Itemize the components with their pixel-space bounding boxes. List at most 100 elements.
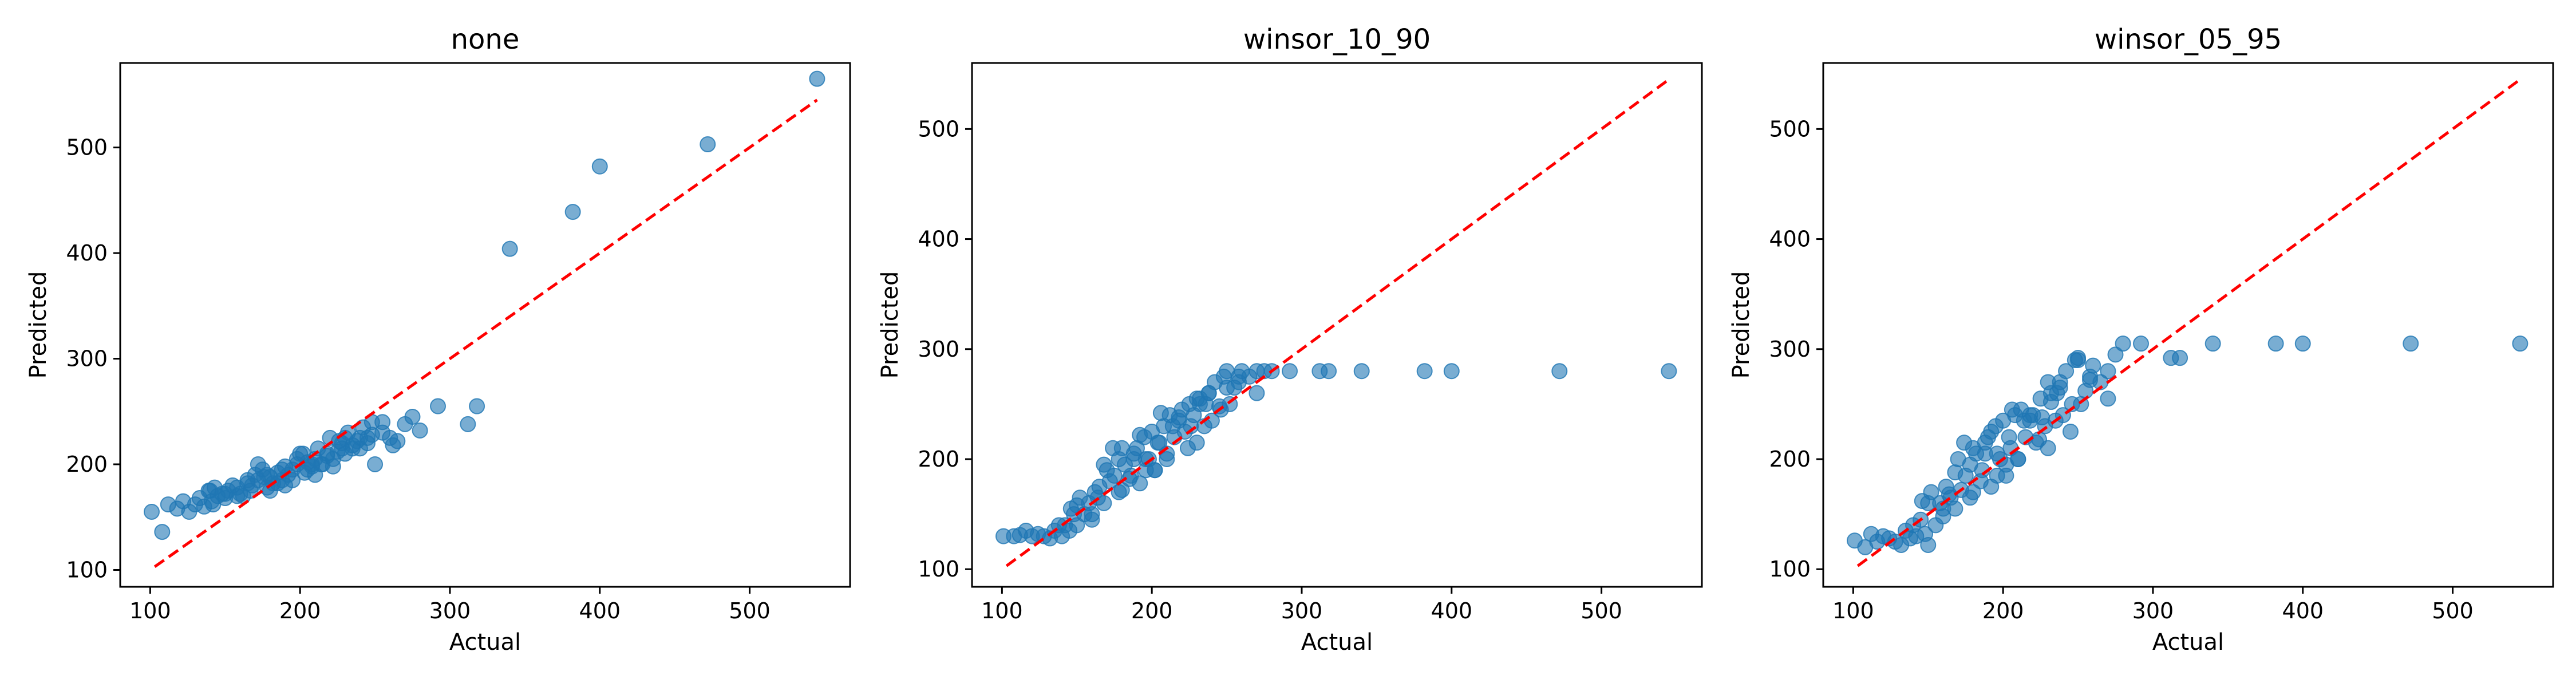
data-point xyxy=(469,398,485,414)
data-point xyxy=(1171,409,1187,425)
data-point xyxy=(1113,440,1130,456)
reference-line xyxy=(1005,78,1670,567)
data-point xyxy=(154,524,171,540)
data-point xyxy=(244,477,260,493)
data-point xyxy=(2062,423,2079,440)
data-point xyxy=(1106,467,1123,484)
reference-line xyxy=(153,98,818,568)
data-point xyxy=(460,416,476,432)
data-point xyxy=(2001,429,2017,445)
data-point xyxy=(2100,363,2116,380)
data-point xyxy=(256,469,272,485)
y-tick-label: 500 xyxy=(918,116,959,141)
x-tick-label: 200 xyxy=(1982,598,2024,623)
y-tick-label: 400 xyxy=(1769,227,1811,252)
x-axis-label: Actual xyxy=(2152,629,2224,656)
data-point xyxy=(1180,440,1196,456)
data-point xyxy=(2049,385,2065,401)
y-tick-label: 400 xyxy=(918,227,959,252)
y-tick-label: 300 xyxy=(1769,337,1811,362)
x-tick-label: 200 xyxy=(279,598,321,623)
y-tick-label: 100 xyxy=(66,557,108,582)
x-tick-label: 200 xyxy=(1131,598,1173,623)
data-point xyxy=(1249,363,1265,380)
y-axis-label: Predicted xyxy=(1728,271,1755,379)
data-point xyxy=(1069,517,1085,534)
y-axis-label: Predicted xyxy=(877,271,903,379)
data-point xyxy=(2085,357,2101,374)
data-point xyxy=(809,70,825,87)
data-point xyxy=(1111,484,1127,500)
data-point xyxy=(1661,363,1677,380)
data-point xyxy=(1084,506,1100,523)
data-point xyxy=(295,445,311,462)
data-point xyxy=(1962,489,1978,506)
data-point xyxy=(1152,405,1169,421)
data-point xyxy=(1231,368,1247,385)
data-point xyxy=(2403,335,2419,352)
data-point xyxy=(1321,363,1337,380)
data-point xyxy=(591,158,608,175)
data-point xyxy=(700,136,716,153)
plot-frame xyxy=(971,62,1703,588)
x-tick-label: 300 xyxy=(1281,598,1323,623)
data-point xyxy=(1416,363,1433,380)
data-point xyxy=(367,456,384,473)
x-axis-label: Actual xyxy=(1301,629,1373,656)
y-tick-label: 500 xyxy=(1769,116,1811,141)
data-point xyxy=(1282,363,1298,380)
data-point xyxy=(202,483,219,499)
data-point xyxy=(2004,401,2020,418)
y-tick-label: 400 xyxy=(66,240,108,266)
data-point xyxy=(2115,335,2131,352)
data-point xyxy=(2100,390,2116,407)
data-point xyxy=(2133,335,2150,352)
y-tick-label: 100 xyxy=(918,556,959,582)
y-tick-label: 200 xyxy=(1769,447,1811,472)
y-tick-label: 200 xyxy=(918,447,959,472)
scatter-panel: 100 200 300 400 500 100 200 300 400 500 none Actual… xyxy=(25,23,851,656)
data-point xyxy=(262,483,278,499)
x-tick-label: 500 xyxy=(1581,598,1622,623)
data-point xyxy=(2267,335,2284,352)
data-point xyxy=(430,398,447,414)
y-tick-label: 200 xyxy=(66,452,108,477)
data-point xyxy=(374,424,391,441)
data-point xyxy=(385,437,401,453)
y-axis-label: Predicted xyxy=(25,271,52,379)
data-point xyxy=(2064,396,2080,412)
data-point xyxy=(1989,467,2005,484)
data-point xyxy=(1977,445,1993,462)
x-tick-label: 400 xyxy=(579,598,621,623)
data-point xyxy=(2204,335,2221,352)
data-point xyxy=(1353,363,1370,380)
data-point xyxy=(412,422,428,439)
x-axis-label: Actual xyxy=(449,629,521,656)
reference-line xyxy=(1856,78,2521,567)
x-tick-label: 500 xyxy=(729,598,771,623)
data-point xyxy=(2172,350,2188,366)
panel-title: winsor_10_90 xyxy=(1243,23,1431,56)
data-point xyxy=(1188,390,1205,407)
data-point xyxy=(1551,363,1568,380)
x-tick-label: 100 xyxy=(981,598,1023,623)
scatter-panel: 100 200 300 400 500 100 200 300 400 500 winsor_05_… xyxy=(1728,23,2554,656)
data-point xyxy=(1132,427,1148,443)
data-point xyxy=(2082,372,2099,388)
x-tick-label: 100 xyxy=(1832,598,1874,623)
data-point xyxy=(1183,418,1199,435)
data-point xyxy=(2040,374,2056,390)
x-tick-label: 400 xyxy=(1431,598,1473,623)
data-point xyxy=(1096,456,1112,473)
data-point xyxy=(564,204,581,220)
x-tick-label: 300 xyxy=(2132,598,2174,623)
data-point xyxy=(1920,495,1937,511)
data-point xyxy=(2070,350,2087,366)
x-tick-label: 400 xyxy=(2282,598,2324,623)
y-tick-label: 300 xyxy=(66,346,108,372)
data-point xyxy=(1149,435,1166,451)
y-tick-label: 500 xyxy=(66,135,108,160)
data-point xyxy=(2294,335,2311,352)
data-point xyxy=(1983,423,2000,440)
data-point xyxy=(334,435,350,452)
